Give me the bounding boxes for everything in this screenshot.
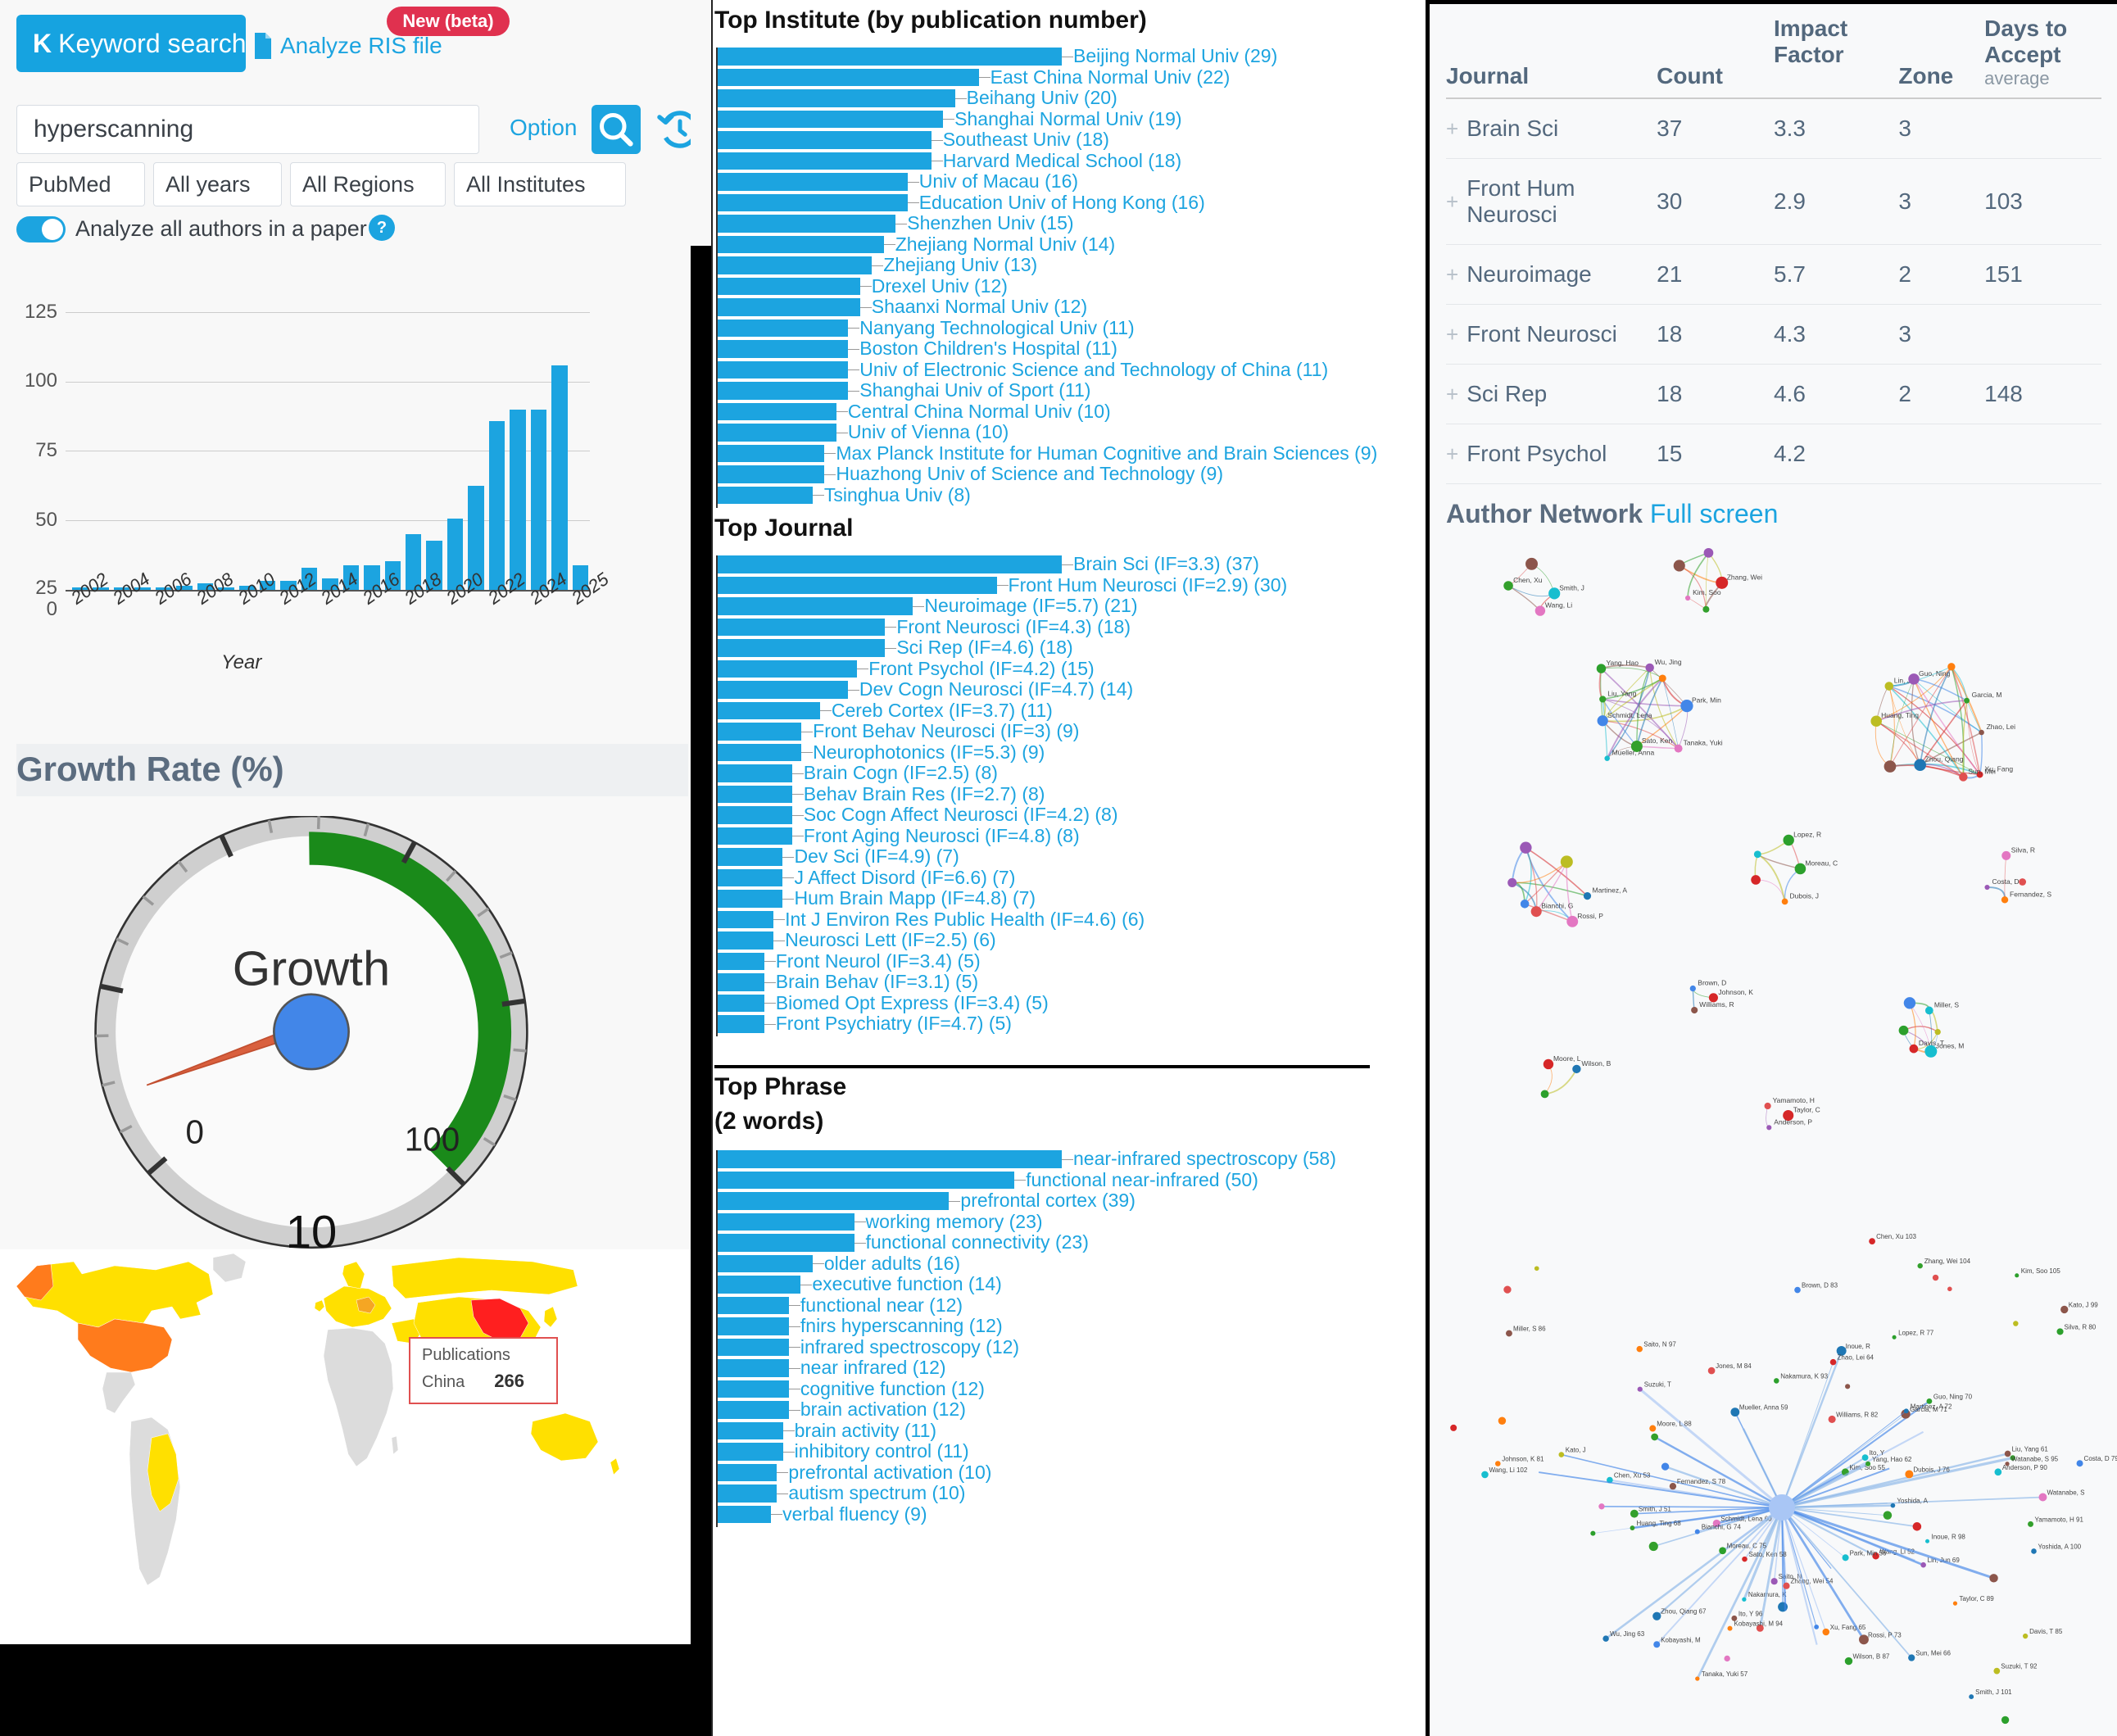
svg-text:Fernandez, S 78: Fernandez, S 78: [1677, 1478, 1726, 1485]
svg-text:Bianchi, G: Bianchi, G: [1541, 902, 1573, 910]
svg-text:Sato, Ken: Sato, Ken: [1642, 737, 1673, 745]
svg-text:Wang, Li 102: Wang, Li 102: [1489, 1466, 1527, 1474]
svg-text:Saito, N 97: Saito, N 97: [1643, 1341, 1676, 1348]
svg-text:Liu, Yang: Liu, Yang: [1607, 689, 1636, 697]
svg-text:Garcia, M: Garcia, M: [1972, 691, 2002, 699]
svg-text:Chen, Xu: Chen, Xu: [1513, 576, 1543, 584]
svg-text:Kato, J: Kato, J: [1566, 1447, 1586, 1454]
svg-text:Moore, L: Moore, L: [1553, 1054, 1581, 1063]
svg-text:Nakamura, K 93: Nakamura, K 93: [1780, 1372, 1828, 1380]
svg-text:Miller, S: Miller, S: [1934, 1000, 1960, 1009]
svg-text:Yoshida, A: Yoshida, A: [1897, 1498, 1928, 1505]
svg-text:Dubois, J: Dubois, J: [1790, 891, 1819, 900]
svg-text:Mueller, Anna 59: Mueller, Anna 59: [1739, 1404, 1788, 1412]
svg-text:Zhang, Wei: Zhang, Wei: [1727, 573, 1762, 581]
svg-text:Lopez, R 77: Lopez, R 77: [1898, 1329, 1934, 1336]
svg-text:Guo, Ning: Guo, Ning: [1919, 669, 1951, 678]
svg-text:Fernandez, S: Fernandez, S: [2010, 890, 2051, 898]
svg-text:266: 266: [494, 1371, 524, 1391]
svg-text:Kato, J 99: Kato, J 99: [2069, 1301, 2099, 1308]
svg-text:Lopez, R: Lopez, R: [1793, 831, 1821, 839]
svg-text:Chen, Xu 53: Chen, Xu 53: [1614, 1472, 1651, 1480]
svg-text:Moreau, C: Moreau, C: [1805, 859, 1838, 867]
svg-text:0: 0: [186, 1113, 204, 1150]
svg-text:Yamamoto, H 91: Yamamoto, H 91: [2035, 1516, 2084, 1523]
svg-text:Wilson, B: Wilson, B: [1581, 1059, 1611, 1067]
svg-text:Yang, Hao: Yang, Hao: [1606, 659, 1639, 667]
svg-text:Silva, R 80: Silva, R 80: [2065, 1323, 2097, 1330]
svg-text:Yang, Hao 62: Yang, Hao 62: [1872, 1456, 1912, 1463]
svg-text:Sun, Mei 66: Sun, Mei 66: [1915, 1650, 1951, 1657]
svg-text:Sun, Mei: Sun, Mei: [1968, 767, 1996, 775]
svg-text:Wu, Jing: Wu, Jing: [1655, 658, 1682, 666]
svg-text:Anderson, P: Anderson, P: [1774, 1117, 1812, 1126]
svg-text:Schmidt, Lena: Schmidt, Lena: [1607, 711, 1652, 719]
svg-text:Bianchi, G 74: Bianchi, G 74: [1702, 1524, 1742, 1531]
svg-text:Davis, T: Davis, T: [1919, 1039, 1944, 1047]
svg-text:Brown, D 83: Brown, D 83: [1802, 1282, 1838, 1290]
svg-text:Silva, R: Silva, R: [2011, 845, 2035, 854]
svg-text:Costa, D: Costa, D: [1992, 877, 2019, 886]
svg-text:Kobayashi, M 94: Kobayashi, M 94: [1734, 1620, 1784, 1628]
svg-text:Zhang, Wei 104: Zhang, Wei 104: [1924, 1258, 1971, 1265]
svg-text:Watanabe, S 95: Watanabe, S 95: [2011, 1456, 2059, 1463]
svg-text:Inoue, R 98: Inoue, R 98: [1932, 1533, 1966, 1540]
svg-text:Watanabe, S: Watanabe, S: [2047, 1489, 2084, 1497]
svg-text:Suzuki, T: Suzuki, T: [1644, 1381, 1671, 1389]
svg-text:Growth: Growth: [233, 941, 390, 995]
svg-text:Yamamoto, H: Yamamoto, H: [1773, 1096, 1815, 1104]
svg-text:Yoshida, A 100: Yoshida, A 100: [2038, 1543, 2081, 1550]
svg-text:Huang, Ting 68: Huang, Ting 68: [1636, 1520, 1681, 1527]
svg-text:Xu, Fang 65: Xu, Fang 65: [1830, 1624, 1866, 1631]
svg-text:Johnson, K: Johnson, K: [1718, 988, 1753, 996]
svg-text:Martinez, A 72: Martinez, A 72: [1911, 1403, 1952, 1410]
svg-text:Sato, Ken 58: Sato, Ken 58: [1748, 1551, 1787, 1558]
svg-text:Kobayashi, M: Kobayashi, M: [1661, 1636, 1701, 1643]
svg-text:Dubois, J 76: Dubois, J 76: [1913, 1466, 1950, 1473]
svg-text:Wu, Jing 63: Wu, Jing 63: [1610, 1630, 1645, 1638]
svg-text:Publications: Publications: [422, 1346, 510, 1364]
svg-text:Costa, D 79: Costa, D 79: [2084, 1455, 2117, 1462]
svg-text:Guo, Ning 70: Guo, Ning 70: [1933, 1393, 1973, 1400]
svg-text:Johnson, K 81: Johnson, K 81: [1502, 1456, 1544, 1463]
svg-text:Ito, Y 96: Ito, Y 96: [1738, 1610, 1763, 1617]
svg-text:China: China: [422, 1373, 465, 1391]
svg-text:Zhao, Lei 64: Zhao, Lei 64: [1838, 1354, 1874, 1362]
svg-text:Huang, Ting: Huang, Ting: [1881, 711, 1919, 719]
svg-text:Kim, Soo: Kim, Soo: [1693, 588, 1721, 596]
svg-text:Tanaka, Yuki: Tanaka, Yuki: [1684, 739, 1723, 747]
svg-text:Chen, Xu 103: Chen, Xu 103: [1876, 1233, 1916, 1240]
svg-text:Williams, R 82: Williams, R 82: [1836, 1411, 1879, 1418]
svg-text:Moreau, C 75: Moreau, C 75: [1727, 1543, 1767, 1550]
svg-text:Mueller, Anna: Mueller, Anna: [1612, 749, 1655, 757]
svg-text:Taylor, C: Taylor, C: [1793, 1106, 1820, 1114]
svg-text:Jones, M 84: Jones, M 84: [1716, 1362, 1752, 1370]
svg-text:Tanaka, Yuki 57: Tanaka, Yuki 57: [1702, 1670, 1748, 1678]
svg-text:10: 10: [286, 1206, 338, 1258]
svg-text:Rossi, P: Rossi, P: [1577, 912, 1603, 920]
svg-text:Inoue, R: Inoue, R: [1846, 1343, 1870, 1350]
svg-text:Davis, T 85: Davis, T 85: [2029, 1628, 2063, 1635]
svg-text:Zhao, Lei: Zhao, Lei: [1987, 723, 2016, 731]
svg-text:Rossi, P 73: Rossi, P 73: [1868, 1631, 1902, 1639]
svg-text:Kim, Soo 105: Kim, Soo 105: [2021, 1267, 2061, 1275]
svg-text:100: 100: [405, 1120, 460, 1158]
svg-text:Park, Min 56: Park, Min 56: [1850, 1549, 1887, 1557]
svg-text:Zhou, Qiang: Zhou, Qiang: [1925, 755, 1964, 764]
svg-text:Liu, Yang 61: Liu, Yang 61: [2012, 1445, 2049, 1453]
svg-text:Wang, Li: Wang, Li: [1545, 601, 1572, 610]
svg-text:Smith, J: Smith, J: [1559, 583, 1584, 592]
svg-text:Miller, S 86: Miller, S 86: [1513, 1326, 1546, 1333]
svg-text:Zhou, Qiang 67: Zhou, Qiang 67: [1661, 1608, 1707, 1616]
svg-text:Williams, R: Williams, R: [1699, 1000, 1734, 1009]
svg-text:Martinez, A: Martinez, A: [1592, 886, 1627, 895]
svg-text:Moore, L 88: Moore, L 88: [1657, 1421, 1692, 1428]
svg-text:Taylor, C 89: Taylor, C 89: [1959, 1595, 1994, 1602]
svg-text:Wilson, B 87: Wilson, B 87: [1852, 1653, 1889, 1661]
svg-text:Park, Min: Park, Min: [1692, 696, 1721, 705]
svg-text:Smith, J 101: Smith, J 101: [1975, 1688, 2012, 1696]
svg-text:Brown, D: Brown, D: [1698, 979, 1726, 987]
svg-text:Suzuki, T 92: Suzuki, T 92: [2001, 1663, 2038, 1670]
